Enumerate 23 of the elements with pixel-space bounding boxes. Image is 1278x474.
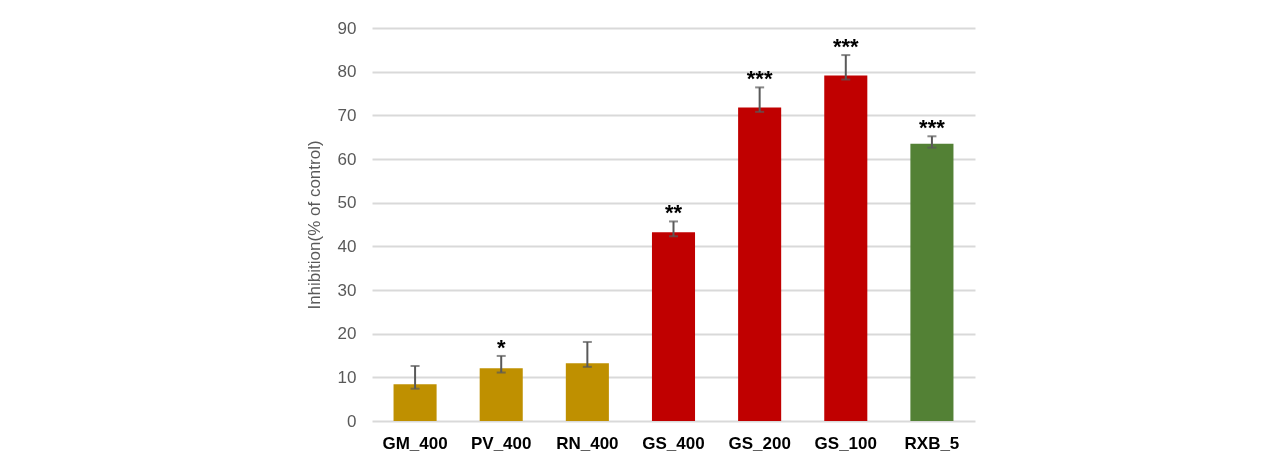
y-tick-label: 70: [337, 105, 357, 125]
y-tick-label: 80: [337, 62, 357, 82]
annotation: *: [496, 334, 506, 360]
y-tick-label: 0: [347, 411, 357, 431]
y-tick-label: 60: [337, 149, 357, 169]
y-axis-title: Inhibition(% of control): [304, 140, 324, 310]
y-tick-label: 90: [337, 18, 357, 38]
annotation: ***: [746, 66, 773, 92]
annotation: **: [664, 200, 683, 226]
y-tick-label: 10: [337, 367, 357, 387]
x-tick-label: GM_400: [382, 433, 448, 453]
x-tick-label: RN_400: [556, 433, 619, 453]
annotation: ***: [919, 115, 946, 141]
y-tick-label: 40: [337, 236, 357, 256]
y-tick-label: 50: [337, 193, 357, 213]
x-tick-label: GS_100: [814, 433, 877, 453]
annotation: ***: [832, 34, 860, 60]
y-tick-label: 20: [337, 324, 357, 344]
x-tick-label: GS_200: [728, 433, 791, 453]
x-tick-label: PV_400: [470, 433, 532, 453]
y-tick-label: 30: [337, 280, 357, 300]
x-tick-label: RXB_5: [904, 433, 960, 453]
x-tick-label: GS_400: [642, 433, 705, 453]
